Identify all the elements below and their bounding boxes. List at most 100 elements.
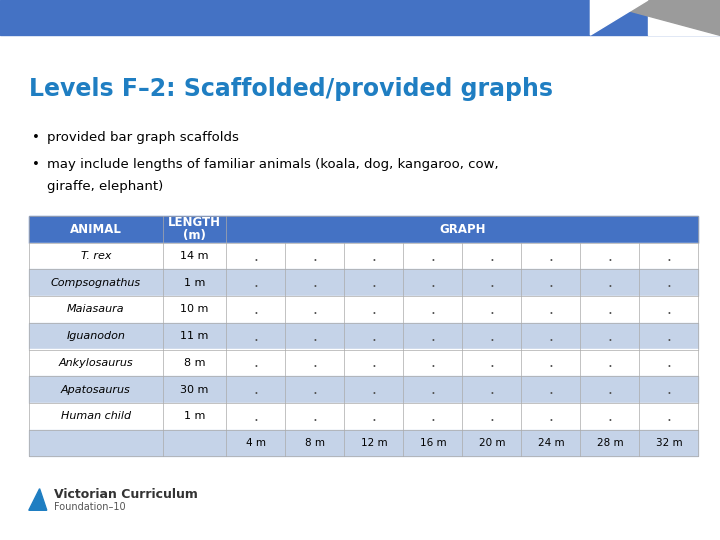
Bar bbox=[29, 242, 698, 269]
Text: giraffe, elephant): giraffe, elephant) bbox=[47, 180, 163, 193]
Text: 10 m: 10 m bbox=[180, 305, 209, 314]
Text: 12 m: 12 m bbox=[361, 438, 387, 448]
Text: .: . bbox=[431, 409, 436, 424]
Bar bbox=[29, 269, 698, 296]
Text: .: . bbox=[253, 355, 258, 370]
Text: 14 m: 14 m bbox=[180, 251, 209, 261]
Text: 24 m: 24 m bbox=[538, 438, 564, 448]
Text: .: . bbox=[312, 409, 318, 424]
Text: 11 m: 11 m bbox=[180, 331, 209, 341]
Text: .: . bbox=[253, 409, 258, 424]
Text: .: . bbox=[312, 355, 318, 370]
Text: 20 m: 20 m bbox=[479, 438, 505, 448]
Text: .: . bbox=[372, 329, 377, 343]
Bar bbox=[0, 0, 720, 35]
Text: .: . bbox=[253, 382, 258, 397]
Text: .: . bbox=[312, 329, 318, 343]
Text: 30 m: 30 m bbox=[180, 384, 209, 395]
Text: .: . bbox=[549, 409, 553, 424]
Text: .: . bbox=[490, 382, 495, 397]
Text: T. rex: T. rex bbox=[81, 251, 111, 261]
Text: •: • bbox=[32, 158, 40, 171]
Text: Iguanodon: Iguanodon bbox=[66, 331, 125, 341]
Text: .: . bbox=[372, 409, 377, 424]
Text: .: . bbox=[667, 248, 671, 264]
Text: .: . bbox=[490, 329, 495, 343]
Text: 4 m: 4 m bbox=[246, 438, 266, 448]
Text: .: . bbox=[372, 355, 377, 370]
Text: .: . bbox=[253, 248, 258, 264]
Text: (m): (m) bbox=[183, 230, 206, 242]
Text: .: . bbox=[431, 248, 436, 264]
Text: .: . bbox=[490, 409, 495, 424]
Text: .: . bbox=[312, 248, 318, 264]
Text: .: . bbox=[667, 275, 671, 290]
Text: .: . bbox=[312, 275, 318, 290]
Polygon shape bbox=[590, 0, 720, 35]
Text: .: . bbox=[667, 382, 671, 397]
Text: .: . bbox=[608, 382, 612, 397]
Text: .: . bbox=[372, 382, 377, 397]
Text: .: . bbox=[490, 302, 495, 317]
Text: .: . bbox=[490, 275, 495, 290]
Text: provided bar graph scaffolds: provided bar graph scaffolds bbox=[47, 131, 238, 144]
Text: .: . bbox=[431, 382, 436, 397]
Text: Ankylosaurus: Ankylosaurus bbox=[58, 358, 133, 368]
Bar bbox=[29, 323, 698, 349]
Text: .: . bbox=[608, 248, 612, 264]
Text: .: . bbox=[549, 382, 553, 397]
Text: .: . bbox=[253, 275, 258, 290]
Text: 1 m: 1 m bbox=[184, 278, 205, 288]
Text: .: . bbox=[312, 302, 318, 317]
Text: 8 m: 8 m bbox=[184, 358, 205, 368]
Bar bbox=[29, 403, 698, 430]
Text: .: . bbox=[253, 329, 258, 343]
Text: 32 m: 32 m bbox=[656, 438, 683, 448]
Polygon shape bbox=[29, 489, 47, 510]
Text: 16 m: 16 m bbox=[420, 438, 446, 448]
Text: .: . bbox=[431, 275, 436, 290]
Text: .: . bbox=[372, 302, 377, 317]
Text: .: . bbox=[667, 302, 671, 317]
Text: .: . bbox=[608, 355, 612, 370]
Text: •: • bbox=[32, 131, 40, 144]
Bar bbox=[29, 296, 698, 323]
Text: may include lengths of familiar animals (koala, dog, kangaroo, cow,: may include lengths of familiar animals … bbox=[47, 158, 498, 171]
Text: Apatosaurus: Apatosaurus bbox=[61, 384, 130, 395]
Bar bbox=[29, 349, 698, 376]
Text: .: . bbox=[549, 329, 553, 343]
Text: GRAPH: GRAPH bbox=[439, 223, 485, 236]
Text: .: . bbox=[549, 275, 553, 290]
Bar bbox=[29, 430, 698, 456]
Text: Compsognathus: Compsognathus bbox=[50, 278, 141, 288]
Text: .: . bbox=[372, 248, 377, 264]
Text: .: . bbox=[667, 409, 671, 424]
Text: Maiasaura: Maiasaura bbox=[67, 305, 125, 314]
Bar bbox=[29, 216, 698, 242]
Polygon shape bbox=[590, 0, 648, 35]
Text: .: . bbox=[608, 329, 612, 343]
Text: ANIMAL: ANIMAL bbox=[70, 223, 122, 236]
Text: Levels F–2: Scaffolded/provided graphs: Levels F–2: Scaffolded/provided graphs bbox=[29, 77, 553, 101]
Bar bbox=[648, 0, 720, 35]
Text: .: . bbox=[667, 329, 671, 343]
Text: .: . bbox=[608, 409, 612, 424]
Text: .: . bbox=[490, 355, 495, 370]
Text: .: . bbox=[549, 248, 553, 264]
Text: .: . bbox=[253, 302, 258, 317]
Text: 1 m: 1 m bbox=[184, 411, 205, 421]
Text: 8 m: 8 m bbox=[305, 438, 325, 448]
Text: Human child: Human child bbox=[60, 411, 131, 421]
Text: .: . bbox=[431, 329, 436, 343]
Text: Victorian Curriculum: Victorian Curriculum bbox=[54, 488, 198, 501]
Text: .: . bbox=[372, 275, 377, 290]
Text: 28 m: 28 m bbox=[597, 438, 624, 448]
Text: .: . bbox=[608, 275, 612, 290]
Text: .: . bbox=[312, 382, 318, 397]
Text: .: . bbox=[431, 302, 436, 317]
Text: LENGTH: LENGTH bbox=[168, 217, 221, 230]
Text: .: . bbox=[667, 355, 671, 370]
Text: .: . bbox=[549, 302, 553, 317]
Text: .: . bbox=[431, 355, 436, 370]
Text: .: . bbox=[549, 355, 553, 370]
